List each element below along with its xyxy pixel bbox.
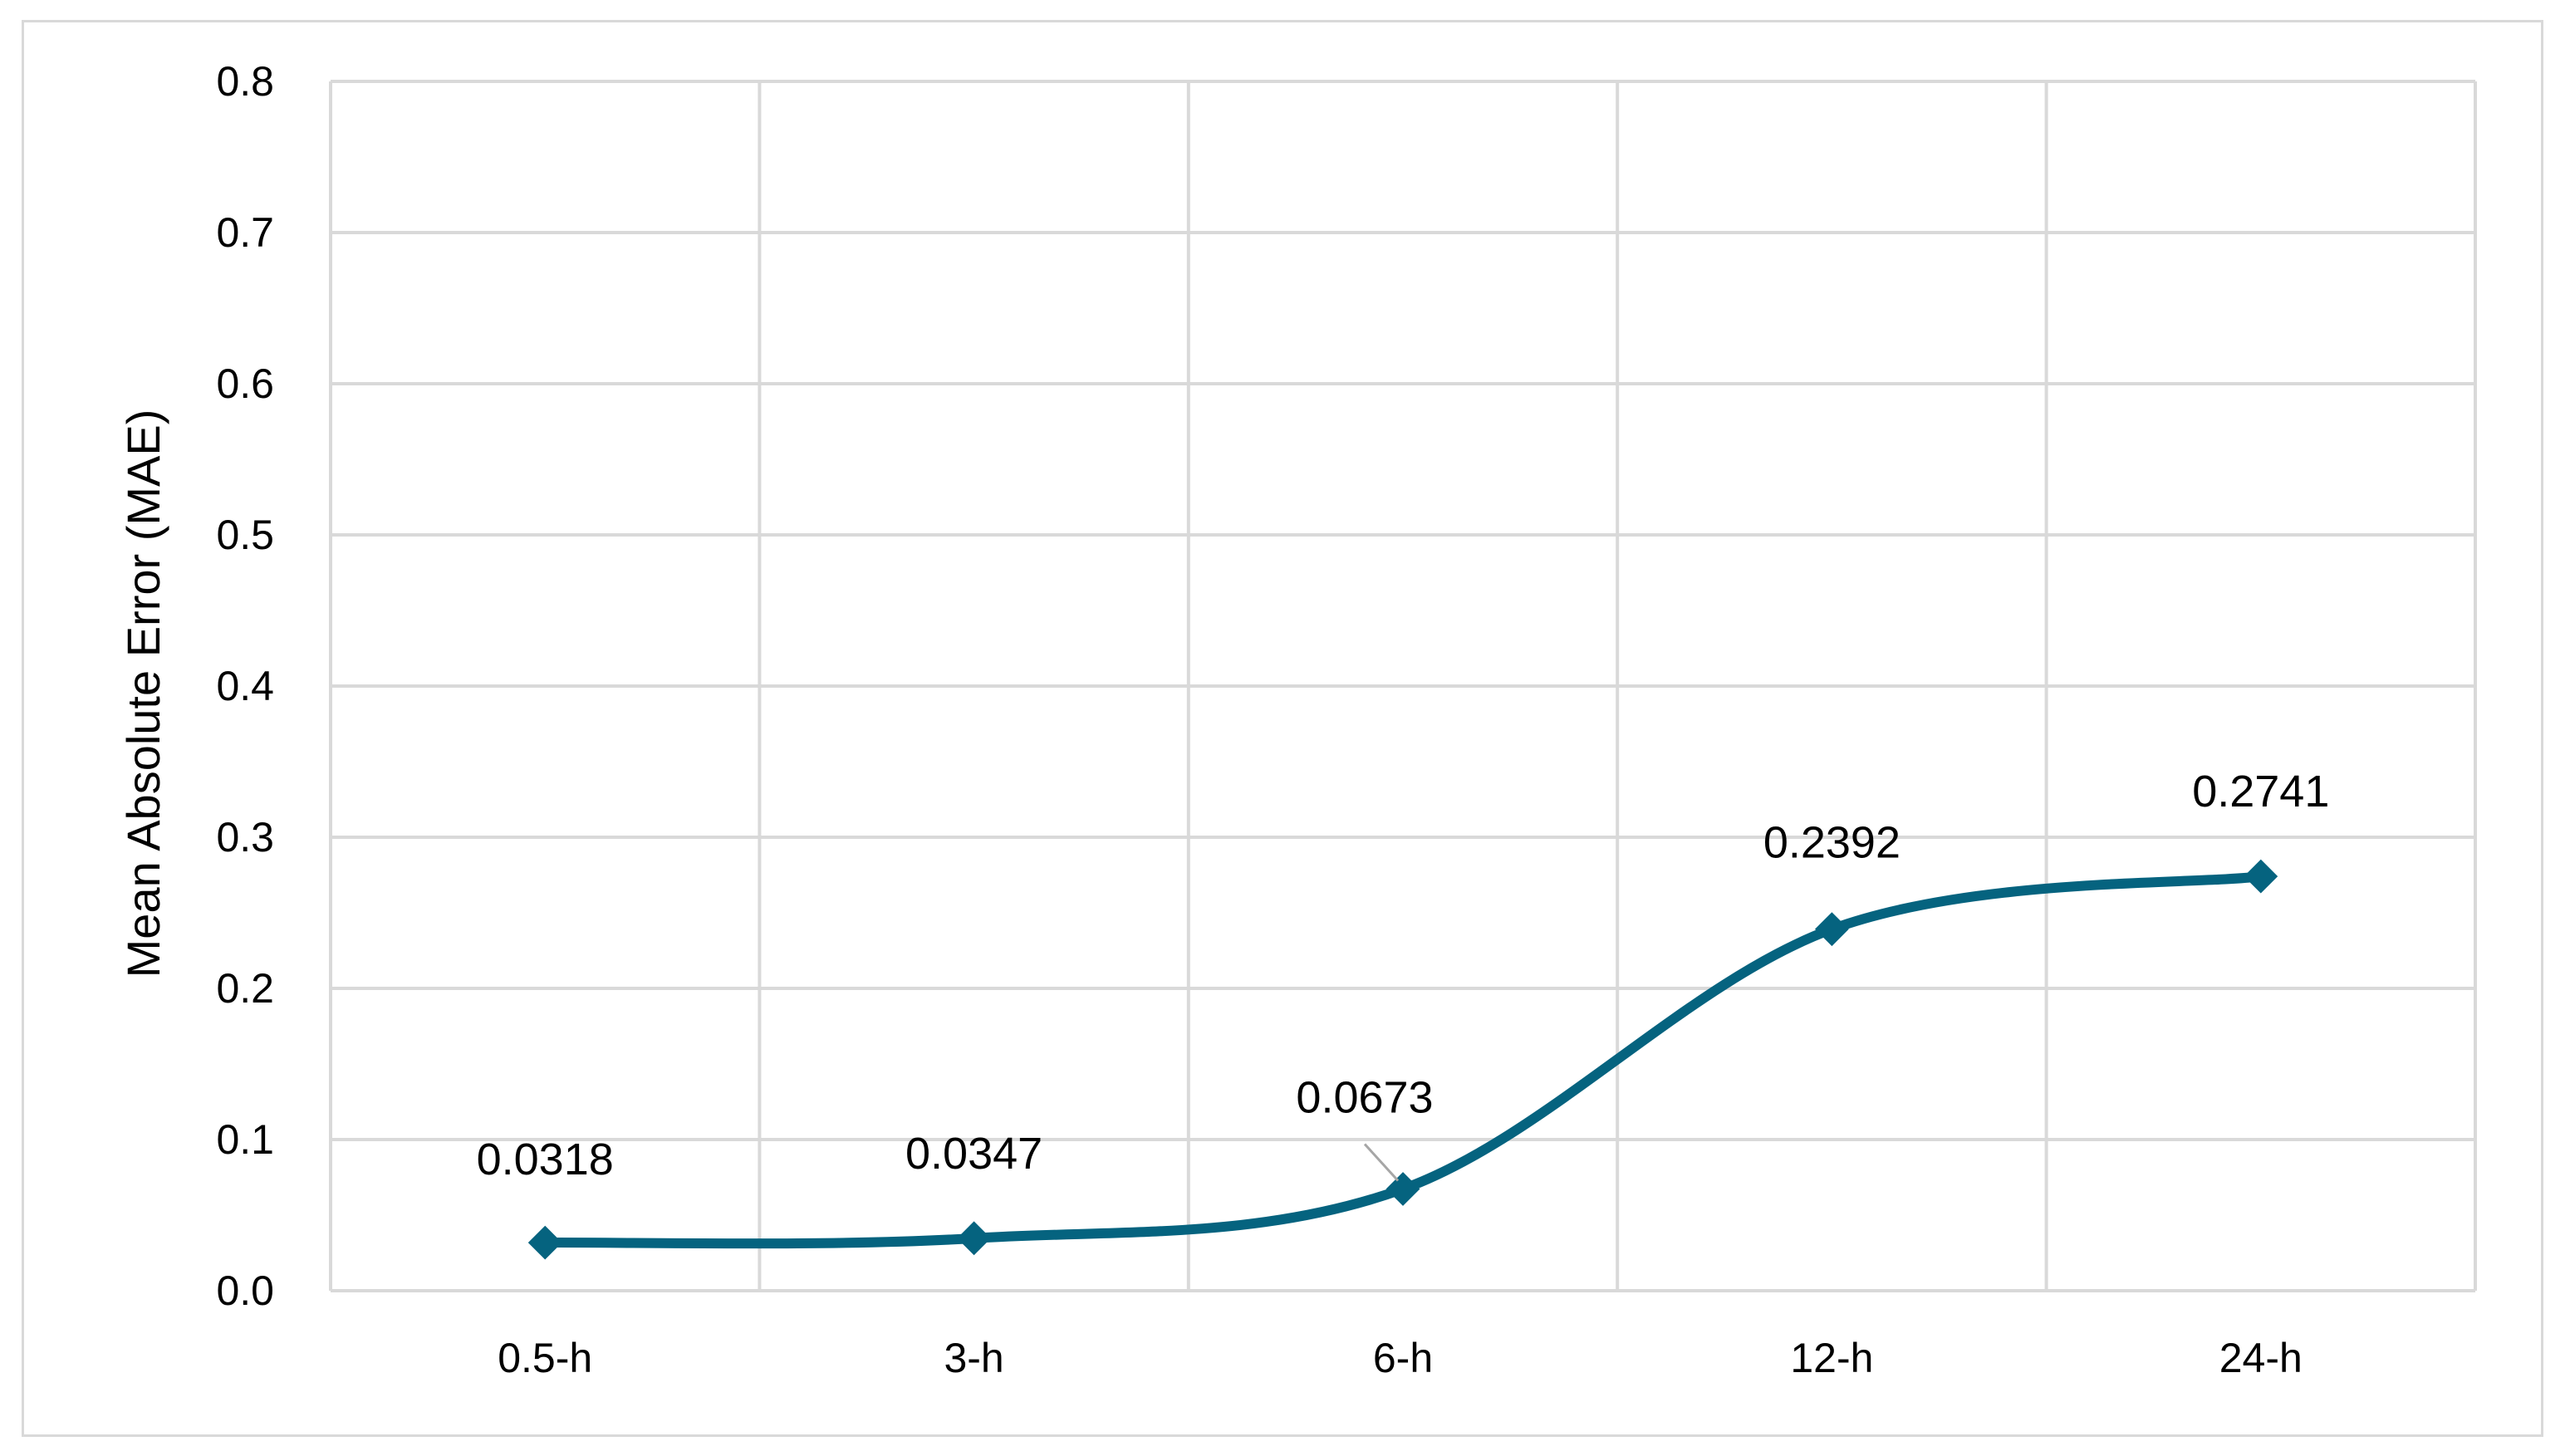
y-tick-label: 0.4 (216, 663, 274, 709)
y-tick-label: 0.5 (216, 512, 274, 558)
data-label: 0.2392 (1763, 818, 1900, 868)
x-tick-label: 24-h (2219, 1335, 2303, 1381)
data-point-marker (957, 1221, 992, 1256)
data-label: 0.0673 (1296, 1073, 1433, 1123)
data-point-marker (1385, 1172, 1420, 1206)
data-label: 0.0318 (477, 1135, 614, 1184)
x-tick-label: 3-h (944, 1335, 1003, 1381)
x-axis-ticks: 0.5-h 3-h 6-h 12-h 24-h (498, 1335, 2303, 1381)
x-tick-label: 0.5-h (498, 1335, 592, 1381)
y-tick-label: 0.8 (216, 58, 274, 105)
markers (527, 859, 2278, 1260)
y-tick-label: 0.7 (216, 209, 274, 256)
data-label: 0.0347 (905, 1129, 1042, 1179)
x-tick-label: 6-h (1373, 1335, 1433, 1381)
data-point-marker (527, 1225, 562, 1260)
y-axis-ticks: 0.0 0.1 0.2 0.3 0.4 0.5 0.6 0.7 0.8 (216, 58, 274, 1314)
data-label-leader-line (1363, 1143, 1400, 1182)
y-tick-label: 0.1 (216, 1116, 274, 1163)
data-label: 0.2741 (2192, 767, 2329, 816)
gridlines (329, 80, 2477, 1292)
y-tick-label: 0.6 (216, 360, 274, 407)
y-tick-label: 0.3 (216, 814, 274, 860)
data-point-marker (1814, 912, 1849, 947)
chart-frame (22, 20, 2543, 1437)
y-tick-label: 0.0 (216, 1267, 274, 1314)
x-tick-label: 12-h (1790, 1335, 1873, 1381)
y-tick-label: 0.2 (216, 965, 274, 1012)
y-axis-label: Mean Absolute Error (MAE) (117, 409, 169, 978)
data-labels: 0.0318 0.0347 0.0673 0.2392 0.2741 (477, 767, 2330, 1184)
data-point-marker (2244, 859, 2278, 894)
